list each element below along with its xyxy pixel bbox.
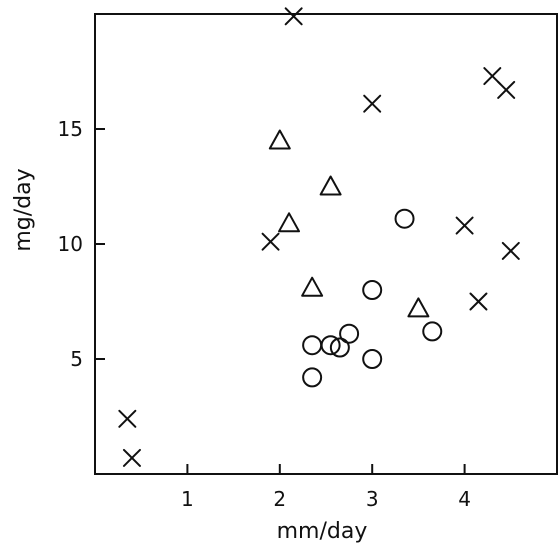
circle-marker-point: [320, 335, 341, 356]
x-marker-point: [501, 241, 520, 260]
x-marker-point: [363, 94, 382, 113]
x-marker-point: [469, 292, 488, 311]
y-axis-ticks: 5 10 15: [58, 117, 105, 371]
x-marker-point: [261, 232, 280, 251]
y-tick-label: 5: [70, 347, 83, 371]
x-tick-label: 4: [458, 487, 471, 511]
x-marker-point: [497, 80, 516, 99]
x-marker-point: [455, 216, 474, 235]
circle-marker-point: [394, 208, 415, 229]
circle-marker-point: [422, 321, 443, 342]
x-marker-point: [118, 409, 137, 428]
circle-marker-point: [362, 280, 383, 300]
x-axis-title: mm/day: [277, 519, 368, 544]
y-axis-title: mg/day: [11, 168, 36, 251]
x-tick-label: 3: [366, 487, 379, 511]
circle-marker-point: [302, 367, 323, 388]
triangle-marker-point: [407, 297, 430, 318]
circle-marker-point: [339, 323, 360, 344]
circle-marker-point: [302, 335, 323, 356]
y-tick-label: 10: [58, 232, 83, 256]
plot-area-frame: [94, 13, 558, 475]
triangle-marker-point: [268, 129, 291, 150]
x-tick-label: 1: [181, 487, 194, 511]
y-tick-label: 15: [58, 117, 83, 141]
triangle-marker-point: [278, 212, 301, 233]
data-markers: [118, 7, 520, 467]
x-axis-ticks: 1 2 3 4: [181, 464, 471, 511]
circle-marker-point: [362, 349, 383, 369]
circle-marker-point: [329, 337, 350, 358]
x-marker-point: [284, 7, 303, 26]
x-tick-label: 2: [273, 487, 286, 511]
triangle-marker-point: [301, 276, 324, 297]
x-marker-point: [122, 448, 141, 467]
triangle-marker-point: [319, 175, 342, 196]
